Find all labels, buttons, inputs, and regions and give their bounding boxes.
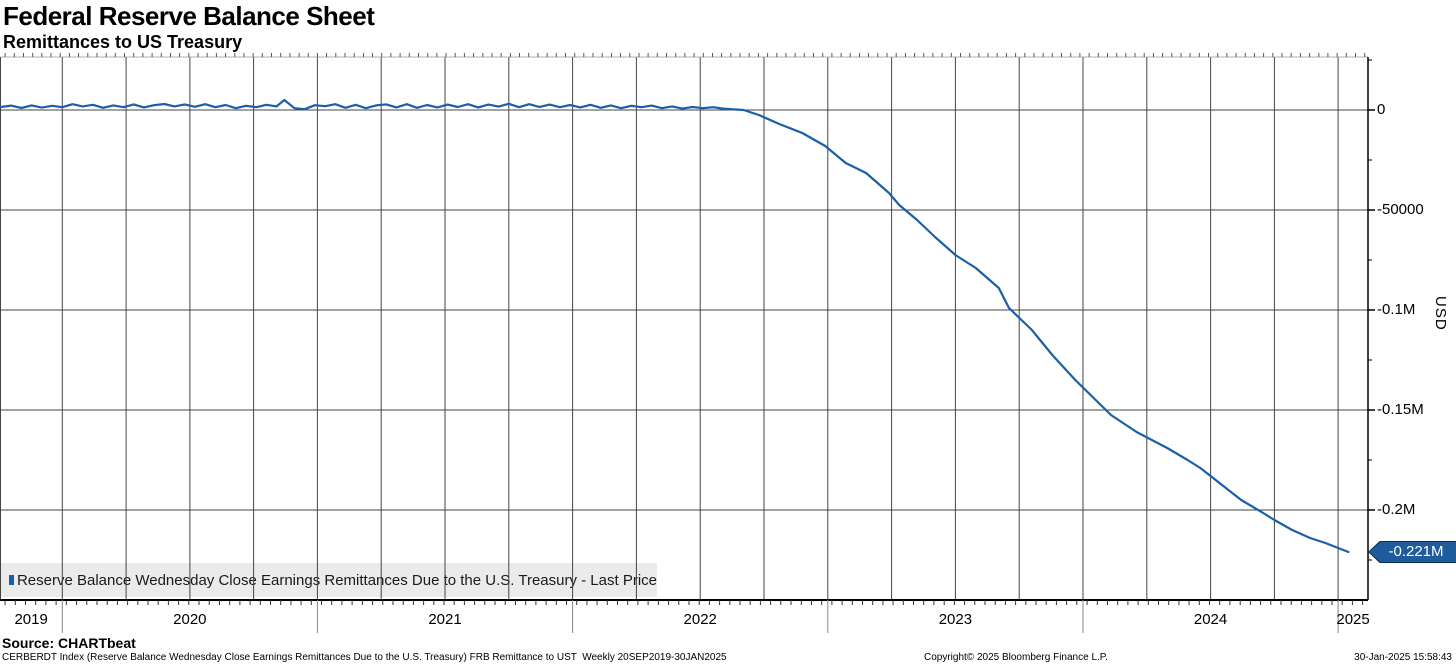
fine-print: CERBERDT Index (Reserve Balance Wednesda…	[2, 652, 727, 663]
x-axis-year-label: 2020	[173, 611, 207, 628]
y-axis-unit-label: USD	[1432, 296, 1449, 331]
x-axis-year-label: 2021	[428, 611, 462, 628]
copyright-notice: Copyright© 2025 Bloomberg Finance L.P.	[924, 652, 1108, 663]
source-line: Source: CHARTbeat	[2, 635, 136, 651]
y-axis-tick-label: 0	[1377, 101, 1386, 118]
x-axis-year-label: 2023	[938, 611, 973, 628]
x-axis-year-label: 2022	[683, 611, 717, 628]
x-axis-year-label: 2019	[14, 611, 48, 628]
x-axis-year-label: 2025	[1336, 611, 1370, 628]
last-price-tag-value: -0.221M	[1369, 542, 1456, 562]
legend-series-label: Reserve Balance Wednesday Close Earnings…	[16, 571, 657, 589]
y-axis-tick-label: -0.1M	[1377, 301, 1416, 318]
legend[interactable]: Reserve Balance Wednesday Close Earnings…	[0, 563, 657, 597]
series-marker-icon	[9, 575, 14, 585]
chart-title: Federal Reserve Balance Sheet	[3, 1, 375, 31]
last-price-tag: -0.221M	[1368, 541, 1456, 563]
x-axis-year-label: 2024	[1193, 611, 1228, 628]
y-axis-tick-label: -0.15M	[1377, 401, 1424, 418]
plot-area[interactable]	[0, 57, 1368, 600]
y-axis-tick-label: -0.2M	[1377, 501, 1416, 518]
chart-subtitle: Remittances to US Treasury	[3, 32, 243, 52]
timestamp: 30-Jan-2025 15:58:43	[1354, 652, 1452, 663]
y-axis-tick-label: -50000	[1377, 201, 1424, 218]
